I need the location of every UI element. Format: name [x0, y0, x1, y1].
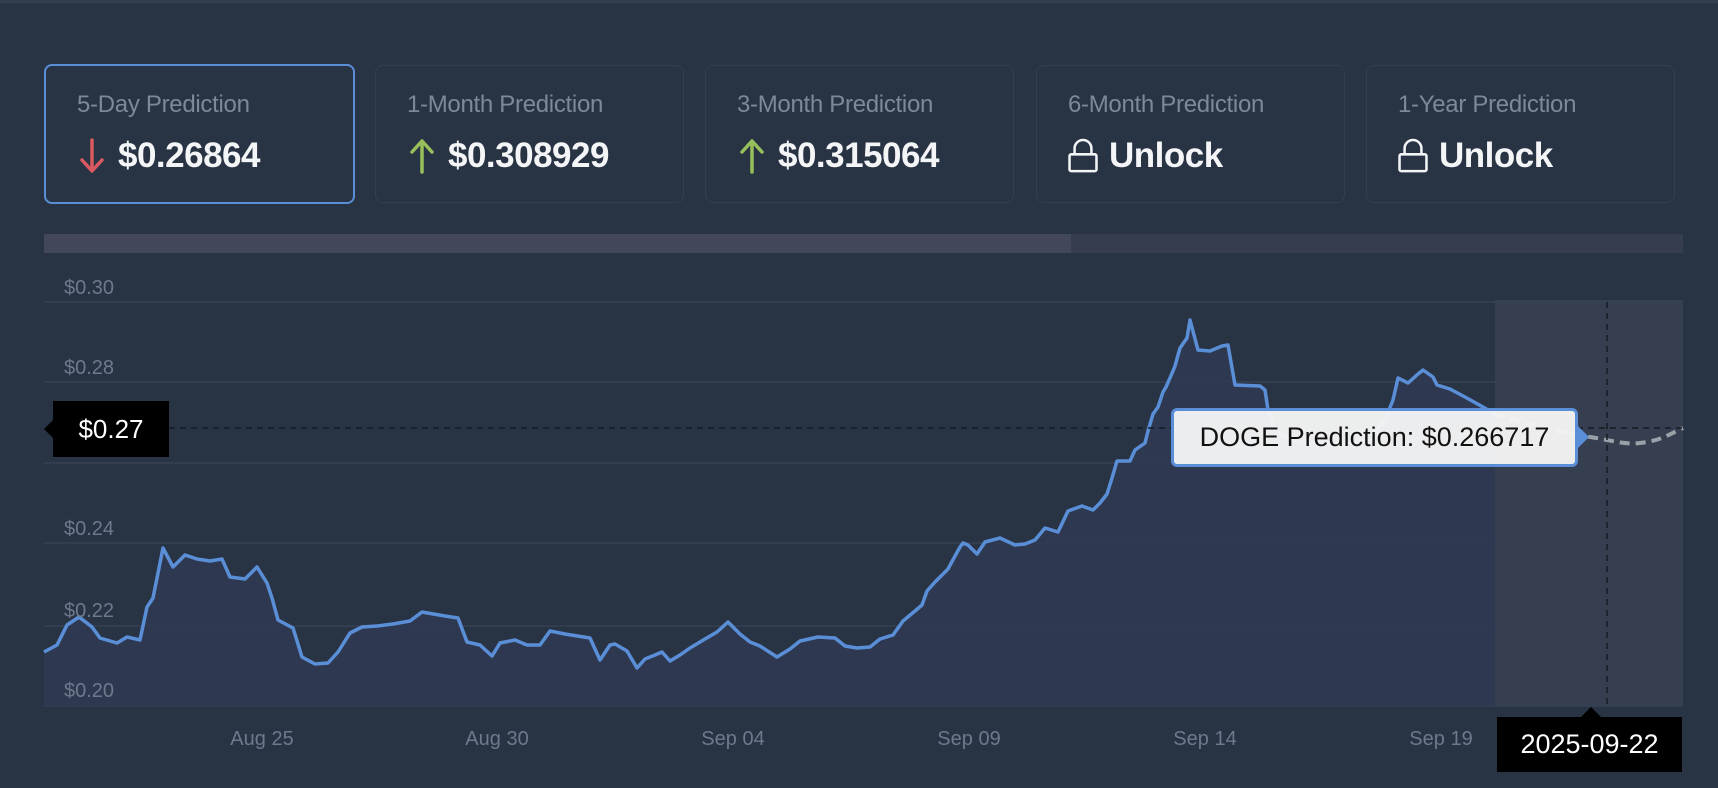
prediction-tooltip: DOGE Prediction: $0.266717: [1171, 408, 1589, 467]
card-value: $0.308929: [448, 136, 609, 175]
forecast-line: [1494, 412, 1684, 446]
card-1-year-prediction[interactable]: 1-Year Prediction Unlock: [1366, 65, 1675, 203]
chart-navigator-scrollbar[interactable]: [44, 234, 1683, 253]
card-3-month-prediction[interactable]: 3-Month Prediction $0.315064: [705, 65, 1014, 203]
card-5-day-prediction[interactable]: 5-Day Prediction $0.26864: [44, 64, 355, 204]
crosshair-price-label: $0.27: [44, 401, 169, 457]
crosshair-date-label: 2025-09-22: [1497, 707, 1682, 772]
price-line: [43, 318, 1496, 670]
card-value: $0.315064: [778, 136, 939, 175]
y-tick-label: $0.24: [64, 518, 114, 540]
card-1-month-prediction[interactable]: 1-Month Prediction $0.308929: [375, 65, 684, 203]
arrow-up-icon: [736, 134, 768, 178]
card-title: 6-Month Prediction: [1068, 91, 1265, 118]
forecast-region: [1495, 300, 1683, 706]
y-tick-label: $0.22: [64, 600, 114, 622]
unlock-button[interactable]: Unlock: [1439, 136, 1553, 175]
card-title: 1-Month Prediction: [407, 91, 604, 118]
scrollbar-thumb[interactable]: [44, 234, 1071, 253]
x-tick-label: Aug 30: [465, 728, 528, 750]
card-title: 1-Year Prediction: [1398, 91, 1577, 118]
arrow-down-icon: [76, 134, 108, 178]
y-tick-label: $0.28: [64, 357, 114, 379]
card-title: 5-Day Prediction: [77, 91, 250, 118]
x-tick-label: Sep 14: [1173, 728, 1236, 750]
y-tick-label: $0.20: [64, 680, 114, 702]
lock-icon: [1067, 134, 1099, 178]
x-tick-label: Sep 04: [701, 728, 764, 750]
arrow-up-icon: [406, 134, 438, 178]
lock-icon: [1397, 134, 1429, 178]
x-tick-label: Aug 25: [230, 728, 293, 750]
top-divider: [0, 0, 1718, 3]
x-tick-label: Sep 19: [1409, 728, 1472, 750]
card-6-month-prediction[interactable]: 6-Month Prediction Unlock: [1036, 65, 1345, 203]
y-tick-label: $0.30: [64, 277, 114, 299]
price-area: [44, 320, 1495, 706]
x-tick-label: Sep 09: [937, 728, 1000, 750]
card-title: 3-Month Prediction: [737, 91, 934, 118]
unlock-button[interactable]: Unlock: [1109, 136, 1223, 175]
card-value: $0.26864: [118, 136, 260, 175]
